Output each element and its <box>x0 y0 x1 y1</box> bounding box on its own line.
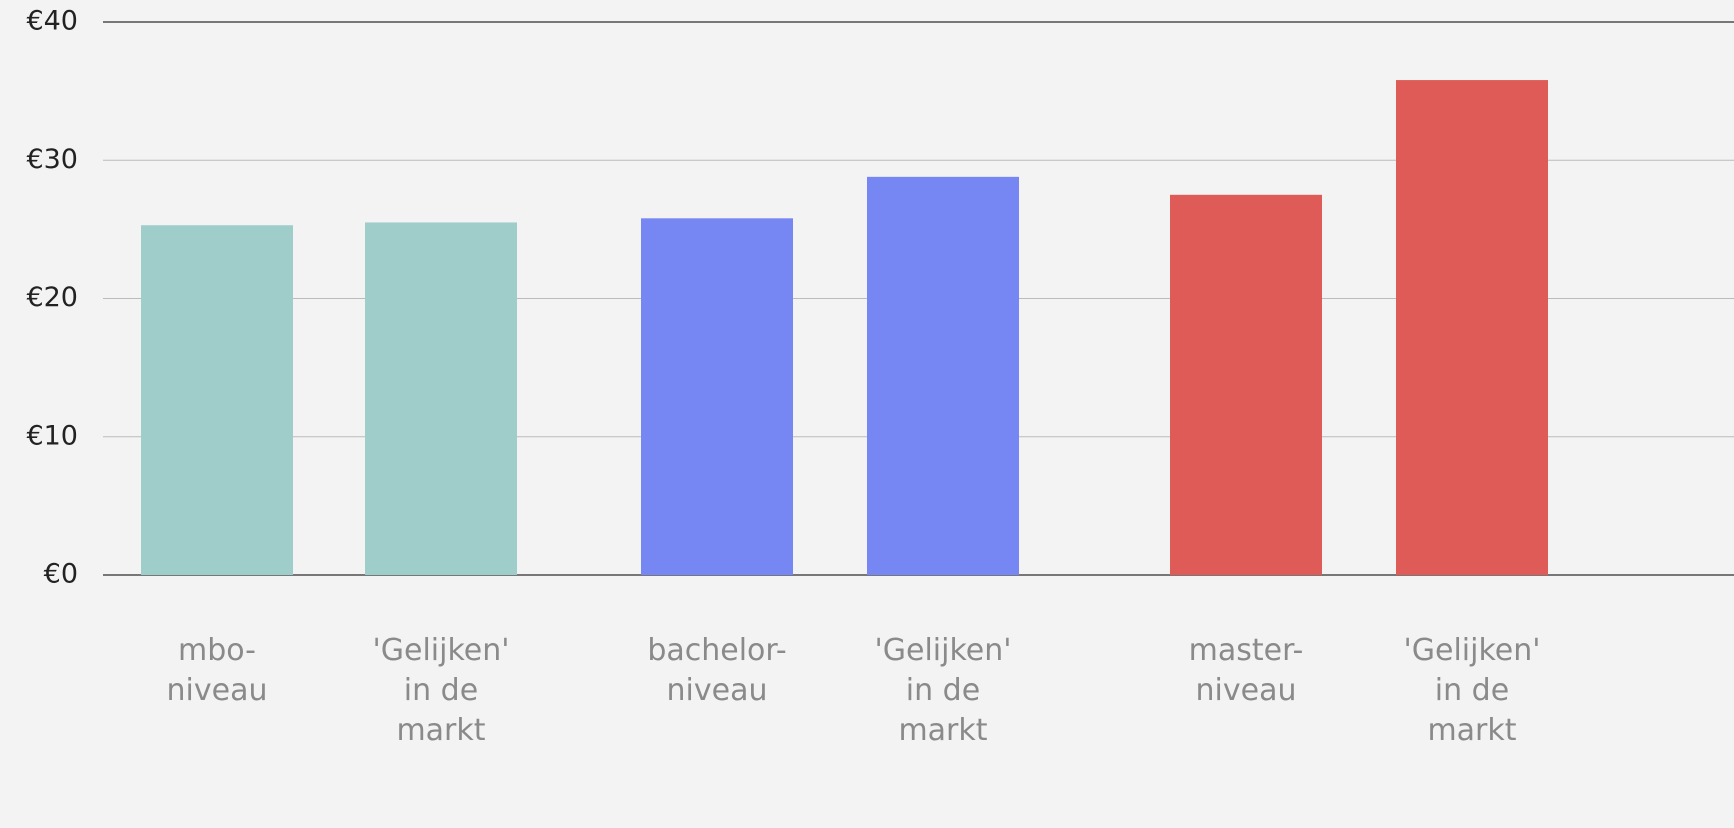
y-tick-label: €0 <box>44 559 78 590</box>
bar <box>641 218 793 575</box>
bar <box>867 176 1019 575</box>
x-tick-label: bachelor- <box>647 633 786 668</box>
x-tick-label: 'Gelijken' <box>1404 633 1541 668</box>
x-tick-label: markt <box>396 713 485 748</box>
x-tick-label: markt <box>898 713 987 748</box>
bar <box>1170 194 1322 575</box>
x-tick-label: niveau <box>1196 673 1297 708</box>
x-tick-label: niveau <box>167 673 268 708</box>
bar <box>365 222 517 575</box>
x-tick-label: 'Gelijken' <box>373 633 510 668</box>
bar <box>1396 80 1548 575</box>
y-tick-label: €10 <box>26 420 78 451</box>
x-tick-label: in de <box>404 673 478 708</box>
x-tick-label: mbo- <box>178 633 256 668</box>
x-tick-label: master- <box>1189 633 1304 668</box>
x-tick-label: in de <box>906 673 980 708</box>
bar <box>141 225 293 576</box>
y-tick-label: €30 <box>26 144 78 175</box>
x-tick-label: 'Gelijken' <box>875 633 1012 668</box>
x-tick-label: niveau <box>667 673 768 708</box>
x-tick-label: in de <box>1435 673 1509 708</box>
y-tick-label: €40 <box>26 6 78 37</box>
y-tick-label: €20 <box>26 282 78 313</box>
x-tick-label: markt <box>1427 713 1516 748</box>
